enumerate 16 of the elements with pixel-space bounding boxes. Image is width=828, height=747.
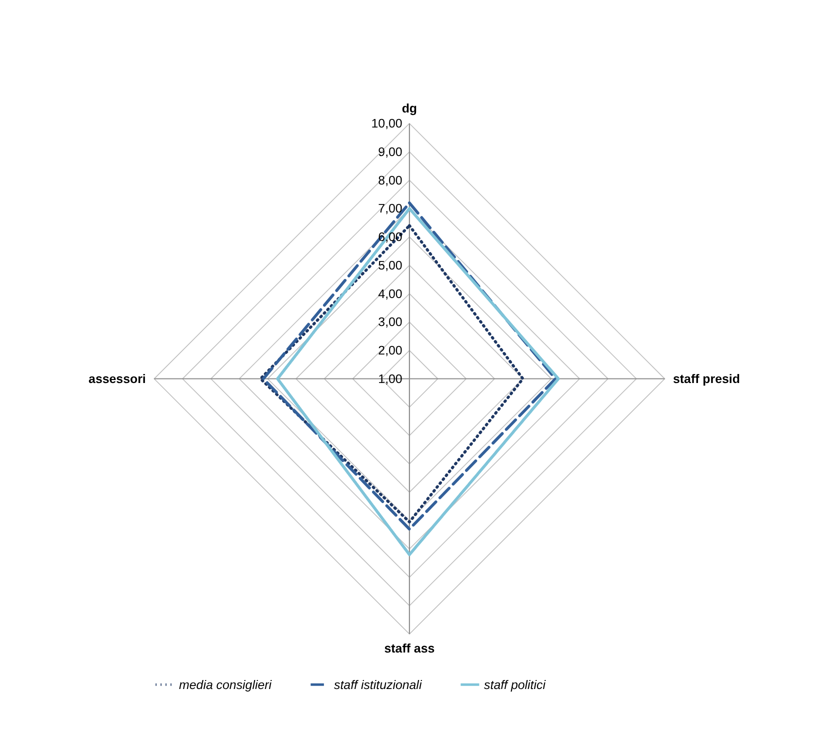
- y-tick-label: 10,00: [371, 116, 402, 131]
- y-tick-label: 4,00: [378, 286, 402, 301]
- y-tick-label: 8,00: [378, 173, 402, 188]
- y-tick-label: 1,00: [378, 372, 402, 386]
- y-tick-label: 9,00: [378, 145, 402, 159]
- spoke-label: staff ass: [384, 641, 435, 656]
- y-tick-label: 7,00: [378, 202, 402, 216]
- legend-label: media consiglieri: [179, 678, 273, 692]
- spoke-label: dg: [402, 102, 418, 116]
- y-tick-label: 5,00: [378, 258, 402, 272]
- legend-label: staff politici: [484, 678, 547, 692]
- legend-label: staff istituzionali: [334, 678, 423, 692]
- y-tick-label: 3,00: [378, 315, 402, 330]
- y-tick-label: 2,00: [378, 344, 402, 358]
- spoke-label: assessori: [88, 372, 146, 386]
- spoke-label: staff presid: [673, 372, 740, 386]
